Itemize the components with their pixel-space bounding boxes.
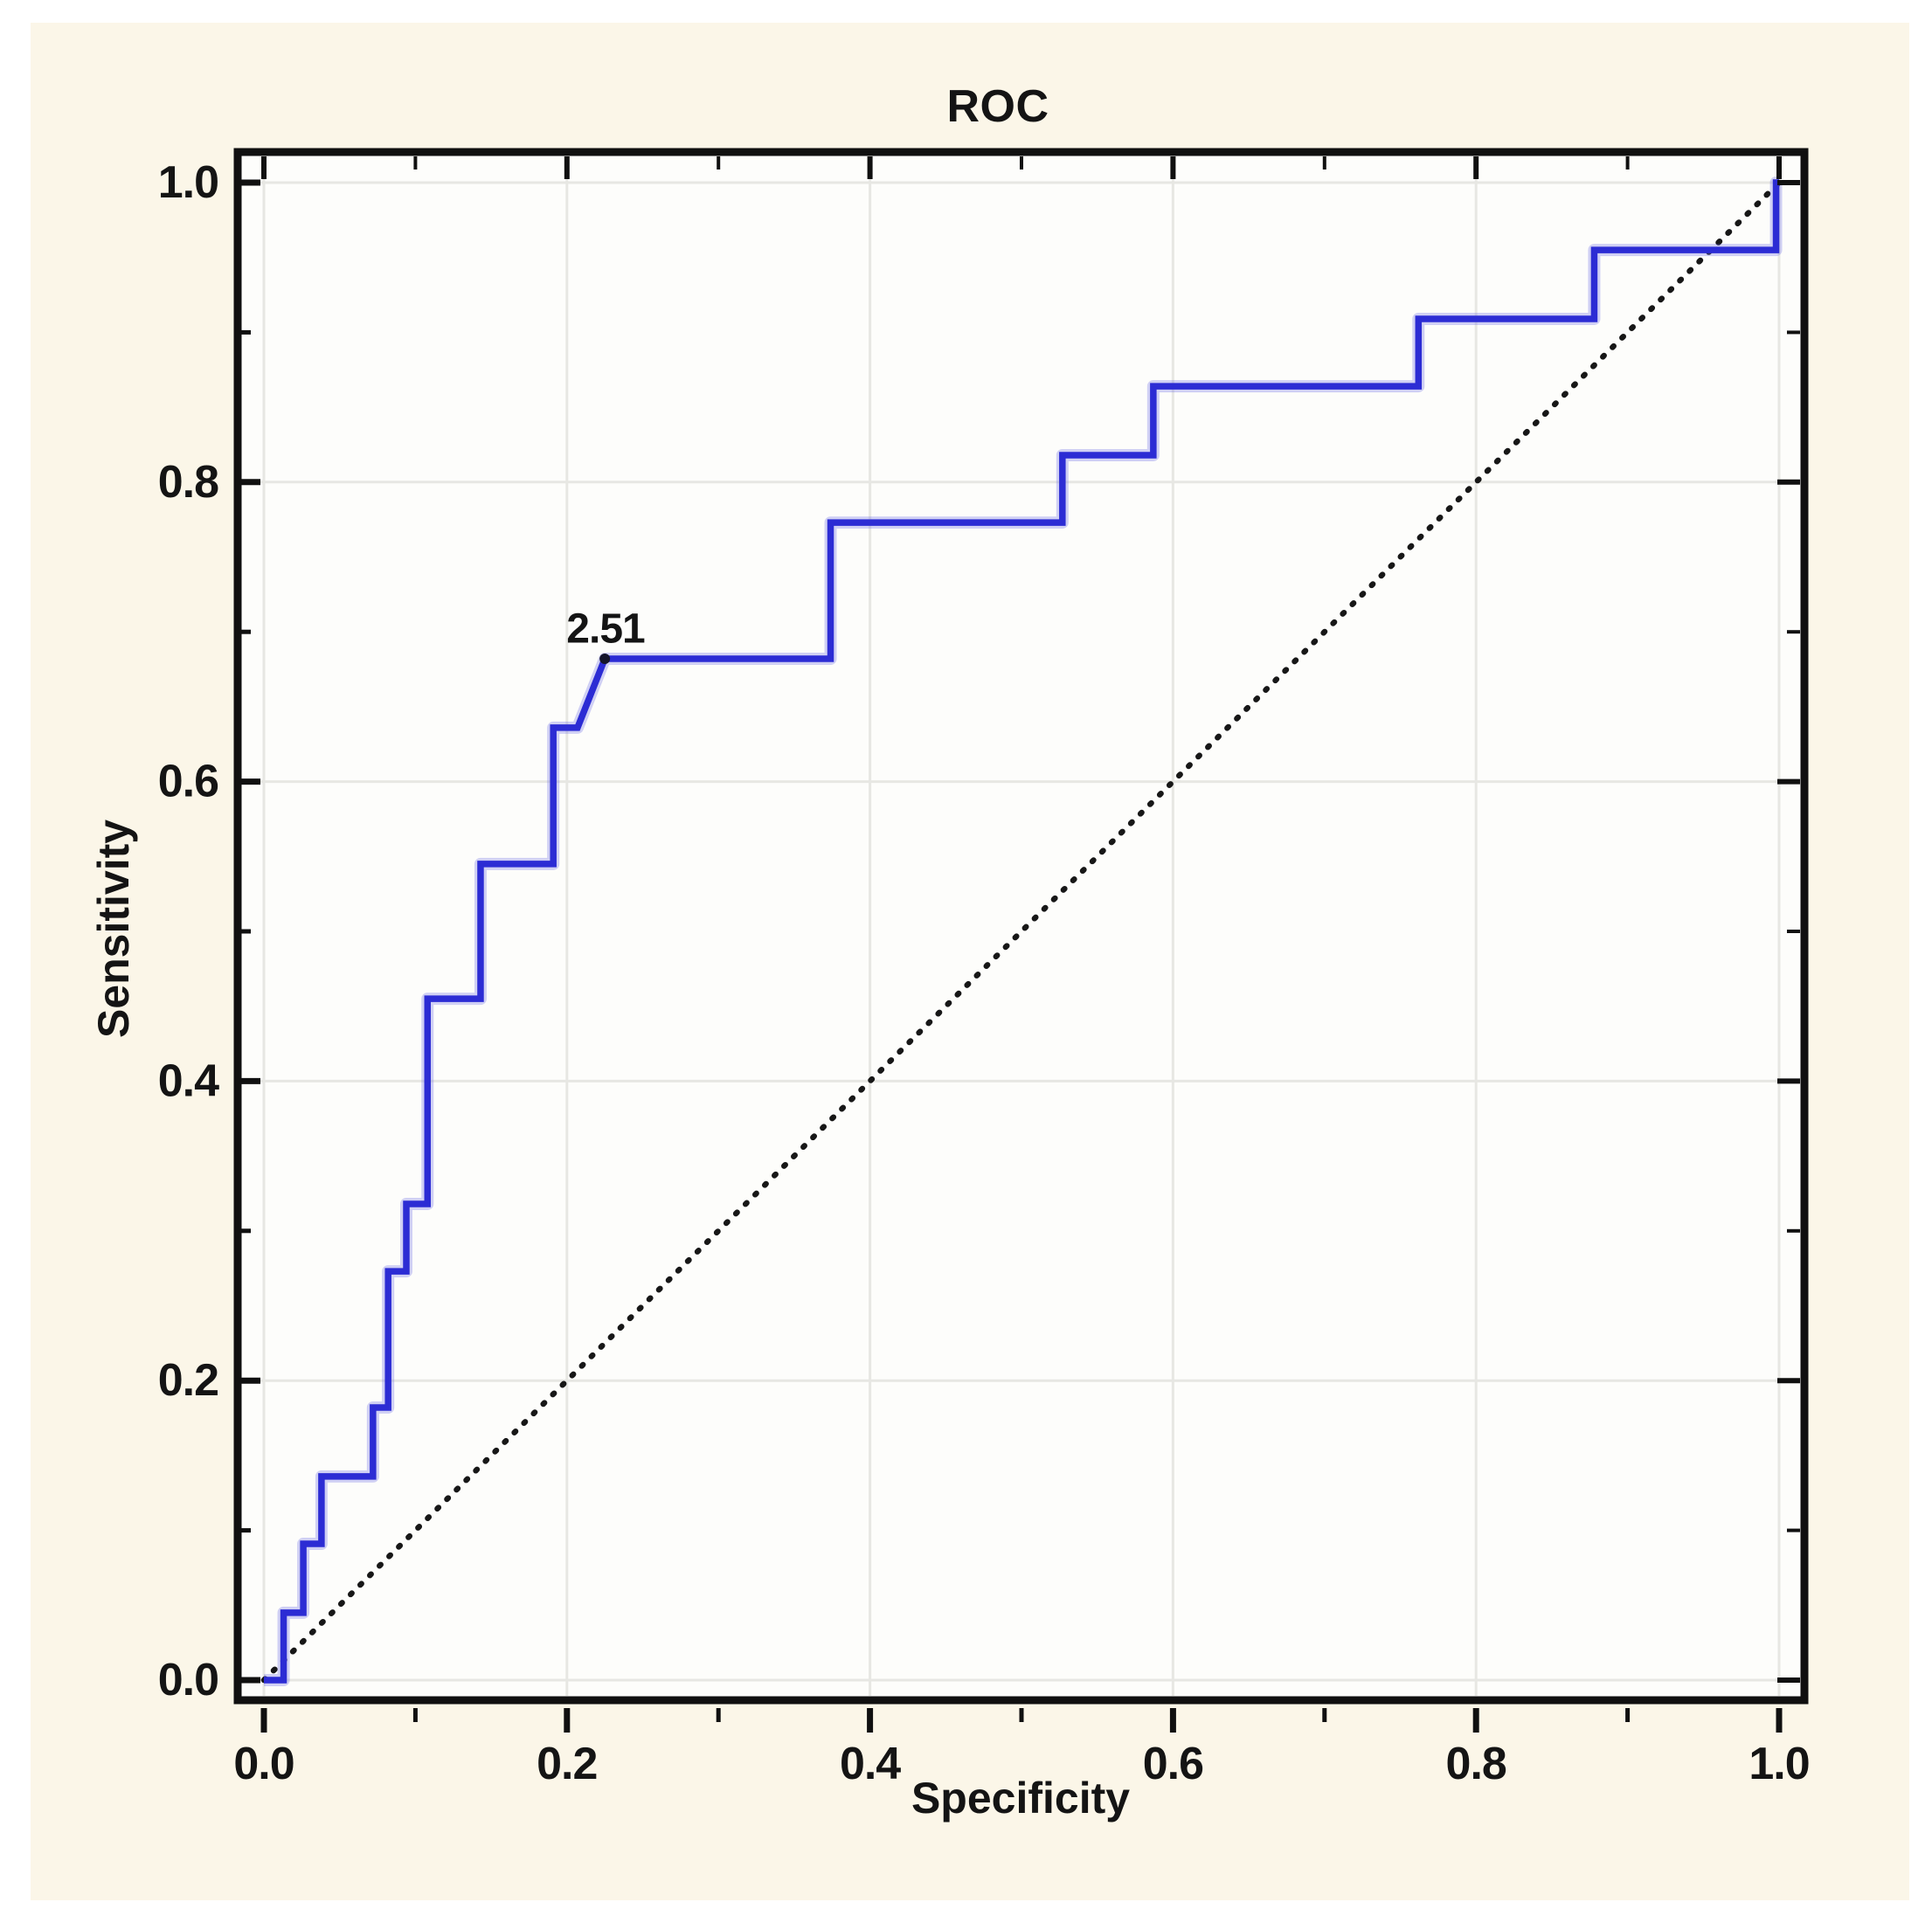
x-tick-label: 0.6 xyxy=(1143,1739,1203,1789)
axis-ticks xyxy=(238,156,1800,1733)
x-tick-label: 0.4 xyxy=(840,1739,901,1789)
cutoff-point-marker xyxy=(599,654,611,665)
x-tick-label: 1.0 xyxy=(1748,1739,1809,1789)
gridlines xyxy=(242,156,1800,1696)
y-tick-label: 0.8 xyxy=(158,457,218,508)
x-tick-labels: 0.0 0.2 0.4 0.6 0.8 1.0 xyxy=(233,1739,1810,1789)
x-axis-label: Specificity xyxy=(911,1774,1131,1823)
y-axis-label: Sensitivity xyxy=(89,819,138,1039)
plot-frame xyxy=(233,148,1809,1705)
x-tick-label: 0.0 xyxy=(233,1739,294,1789)
plot-area xyxy=(238,152,1804,1700)
y-tick-label: 0.2 xyxy=(158,1355,218,1406)
y-tick-labels: 0.0 0.2 0.4 0.6 0.8 1.0 xyxy=(158,157,220,1705)
y-tick-label: 0.4 xyxy=(158,1055,219,1106)
y-tick-label: 1.0 xyxy=(158,157,218,208)
chart-title: ROC xyxy=(946,81,1049,132)
cutoff-annotation: 2.51 xyxy=(566,605,645,653)
x-tick-label: 0.2 xyxy=(537,1739,597,1789)
y-tick-label: 0.0 xyxy=(158,1655,218,1705)
roc-curve xyxy=(264,179,1780,1684)
chance-diagonal-line xyxy=(260,179,1783,1684)
y-tick-label: 0.6 xyxy=(158,757,218,807)
x-tick-label: 0.8 xyxy=(1446,1739,1506,1789)
